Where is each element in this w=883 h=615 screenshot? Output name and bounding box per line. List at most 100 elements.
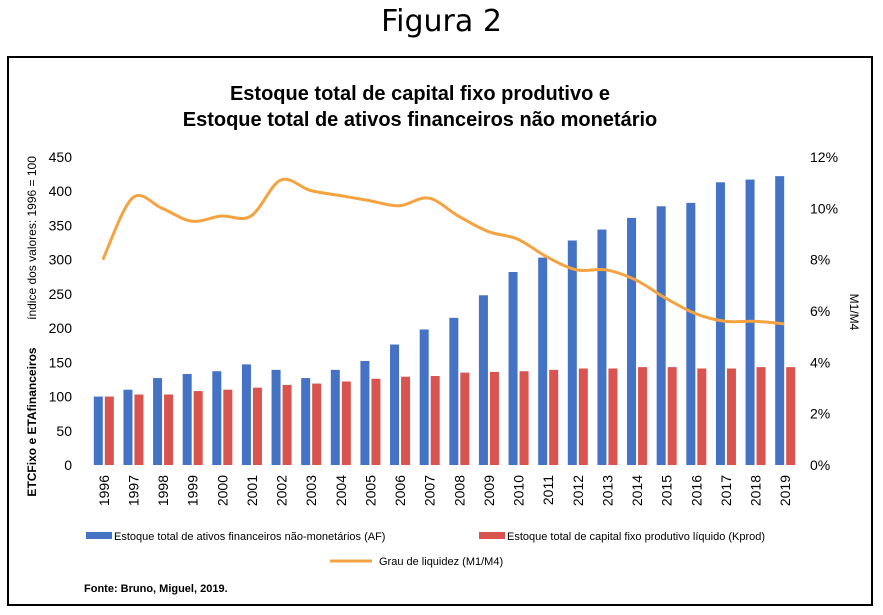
- right-tick-label: 2%: [810, 406, 830, 422]
- right-tick-label: 10%: [810, 200, 838, 216]
- bar-af: [360, 360, 370, 465]
- left-tick-label: 100: [49, 389, 73, 405]
- left-tick-label: 400: [49, 183, 73, 199]
- bar-af: [686, 202, 696, 465]
- bar-af: [330, 369, 340, 465]
- left-tick-label: 350: [49, 217, 73, 233]
- chart-title: Estoque total de capital fixo produtivo …: [0, 81, 840, 133]
- left-tick-label: 0: [64, 457, 72, 473]
- bar-kprod: [489, 371, 499, 465]
- left-tick-label: 450: [49, 149, 73, 165]
- bar-kprod: [104, 396, 114, 465]
- right-axis-label: M1/M4: [847, 294, 861, 331]
- x-tick-label: 2001: [244, 475, 260, 506]
- legend-label-liquidez: Grau de liquidez (M1/M4): [379, 556, 503, 568]
- liquidity-line-path: [101, 177, 785, 326]
- bar-af: [301, 378, 311, 465]
- x-tick-label: 2005: [362, 475, 378, 506]
- x-tick-label: 2013: [599, 475, 615, 506]
- x-tick-label: 1996: [96, 475, 112, 506]
- bar-af: [508, 271, 518, 465]
- bar-kprod: [341, 381, 351, 465]
- bar-af: [153, 378, 163, 465]
- bar-kprod: [786, 367, 796, 465]
- legend-label-af: Estoque total de ativos financeiros não-…: [114, 531, 385, 543]
- figure-heading: Figura 2: [381, 4, 502, 39]
- chart-title-line2: Estoque total de ativos financeiros não …: [182, 109, 658, 131]
- x-tick-label: 2003: [303, 475, 319, 506]
- left-tick-label: 50: [56, 423, 72, 439]
- bar-kprod: [519, 371, 529, 465]
- x-tick-label: 1999: [185, 475, 201, 506]
- left-axis-label-top: índice dos valores: 1996 = 100: [25, 156, 39, 320]
- right-tick-label: 8%: [810, 252, 830, 268]
- bar-af: [212, 371, 222, 465]
- x-tick-label: 2004: [333, 475, 349, 506]
- bar-af: [478, 295, 488, 465]
- right-tick-label: 6%: [810, 303, 830, 319]
- legend-swatch-kprod: [479, 532, 505, 539]
- chart-title-line1: Estoque total de capital fixo produtivo …: [229, 83, 611, 105]
- bar-kprod: [430, 376, 440, 465]
- legend: Estoque total de ativos financeiros não-…: [86, 531, 765, 568]
- bar-kprod: [638, 367, 648, 465]
- right-tick-label: 0%: [810, 457, 830, 473]
- bar-kprod: [371, 378, 381, 465]
- bar-af: [390, 344, 400, 465]
- bar-af: [182, 373, 192, 465]
- x-tick-label: 2007: [422, 475, 438, 506]
- x-tick-label: 2019: [777, 475, 793, 506]
- bar-af: [419, 329, 429, 465]
- x-axis-ticks: 1996 1997 1998 1999 2000 2001 2002 2003 2004 2005…: [96, 475, 793, 506]
- bar-af: [271, 369, 281, 465]
- right-axis-ticks: 0% 2% 4% 6% 8% 10% 12%: [810, 149, 838, 473]
- bar-af: [715, 182, 725, 465]
- bar-af: [656, 206, 666, 465]
- bar-kprod: [223, 389, 233, 465]
- left-tick-label: 200: [49, 320, 73, 336]
- bar-kprod: [252, 387, 262, 465]
- bar-kprod: [401, 376, 411, 465]
- x-tick-label: 2008: [451, 475, 467, 506]
- liquidity-line: [101, 177, 785, 326]
- bar-kprod: [460, 372, 470, 465]
- x-tick-label: 1997: [125, 475, 141, 506]
- x-tick-label: 2006: [392, 475, 408, 506]
- bars: [93, 176, 796, 466]
- right-tick-label: 12%: [810, 149, 838, 165]
- bar-kprod: [726, 368, 736, 465]
- left-tick-label: 150: [49, 354, 73, 370]
- x-tick-label: 2010: [511, 475, 527, 506]
- x-tick-label: 2012: [570, 475, 586, 506]
- legend-swatch-af: [86, 532, 112, 539]
- x-tick-label: 2018: [748, 475, 764, 506]
- bar-kprod: [312, 383, 322, 465]
- bar-af: [93, 396, 103, 465]
- bar-kprod: [578, 368, 588, 465]
- x-tick-label: 2011: [540, 475, 556, 505]
- x-tick-label: 1998: [155, 475, 171, 506]
- x-tick-label: 2009: [481, 475, 497, 506]
- bar-af: [775, 176, 785, 466]
- x-tick-label: 2014: [629, 475, 645, 506]
- x-tick-label: 2016: [688, 475, 704, 506]
- bar-af: [627, 217, 637, 465]
- left-axis-ticks: 0 50 100 150 200 250 300 350 400 450: [49, 149, 73, 473]
- bar-af: [449, 317, 459, 465]
- bar-kprod: [164, 394, 174, 465]
- bar-af: [597, 229, 607, 465]
- left-axis-label-bottom: ETCFixo e ETAfinanceiros: [25, 347, 39, 496]
- x-tick-label: 2000: [214, 475, 230, 506]
- legend-label-kprod: Estoque total de capital fixo produtivo …: [507, 531, 765, 543]
- chart-frame: [7, 56, 873, 606]
- bar-kprod: [697, 368, 707, 465]
- bar-af: [567, 240, 577, 465]
- x-tick-label: 2015: [659, 475, 675, 506]
- left-tick-label: 250: [49, 286, 73, 302]
- bar-kprod: [667, 367, 677, 465]
- bar-kprod: [282, 384, 292, 465]
- bar-af: [538, 257, 548, 465]
- bar-kprod: [549, 369, 559, 465]
- right-tick-label: 4%: [810, 354, 830, 370]
